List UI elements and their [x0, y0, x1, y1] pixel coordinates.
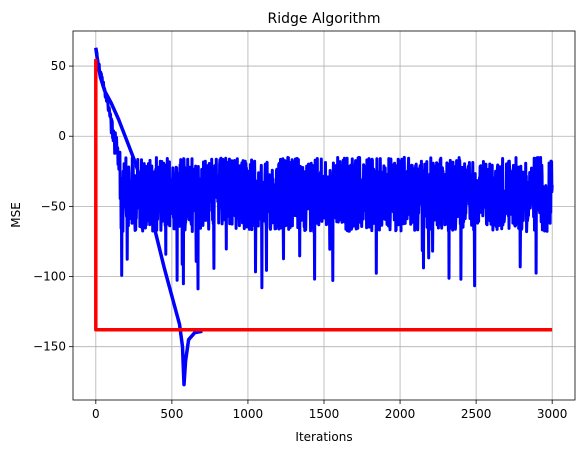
x-tick-label: 2000 — [385, 407, 416, 421]
y-tick-label: −150 — [33, 340, 66, 354]
x-tick-label: 1000 — [233, 407, 264, 421]
x-axis-label: Iterations — [295, 430, 352, 444]
y-tick-label: −100 — [33, 270, 66, 284]
y-tick-label: 50 — [51, 59, 66, 73]
y-axis-label: MSE — [9, 202, 23, 228]
y-tick-label: −50 — [41, 199, 66, 213]
series-red-line — [94, 59, 553, 332]
x-tick-label: 0 — [92, 407, 100, 421]
x-tick-label: 1500 — [309, 407, 340, 421]
x-tick-label: 500 — [160, 407, 183, 421]
series-noisy-line — [94, 47, 554, 291]
series-smooth-line — [94, 47, 203, 387]
chart-title: Ridge Algorithm — [267, 11, 380, 27]
x-tick-label: 2500 — [461, 407, 492, 421]
series-layer — [94, 47, 554, 387]
x-tick-label: 3000 — [537, 407, 568, 421]
y-tick-label: 0 — [58, 129, 66, 143]
